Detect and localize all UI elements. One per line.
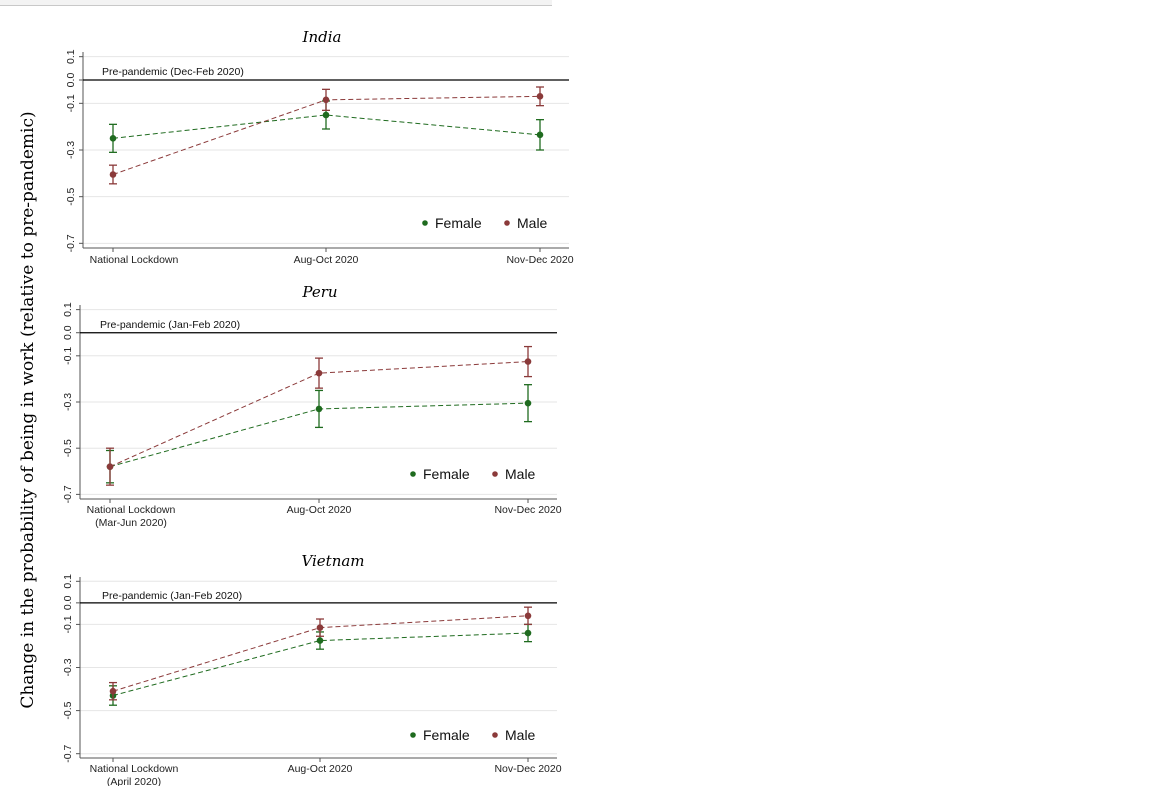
vietnam-y-tick-label: -0.7 — [62, 744, 74, 762]
vietnam-x-tick-label: Aug-Oct 2020 — [288, 763, 353, 775]
vietnam-y-tick-label: -0.3 — [62, 658, 74, 676]
peru-x-tick-label: Aug-Oct 2020 — [287, 504, 352, 516]
india-male-point — [322, 96, 330, 104]
vietnam-x-tick-label: National Lockdown — [90, 763, 179, 775]
peru-y-tick-label: -0.3 — [62, 393, 74, 411]
peru-y-tick-label: -0.7 — [62, 485, 74, 503]
vietnam-y-tick-label: -0.1 — [62, 615, 74, 633]
peru-y-tick-label: -0.1 — [62, 347, 74, 365]
india-pre-pandemic-label: Pre-pandemic (Dec-Feb 2020) — [102, 66, 244, 78]
vietnam-legend-female-label: Female — [423, 727, 470, 743]
india-y-tick-label: 0.1 — [65, 49, 77, 64]
peru-legend-male-marker — [492, 471, 498, 477]
peru-male-point — [524, 358, 532, 365]
peru-pre-pandemic-label: Pre-pandemic (Jan-Feb 2020) — [100, 319, 240, 331]
peru-y-tick-label: 0.0 — [62, 325, 74, 340]
peru-y-tick-label: -0.5 — [62, 439, 74, 457]
peru-x-tick-label: National Lockdown — [87, 504, 176, 516]
vietnam-y-tick-label: 0.1 — [62, 574, 74, 589]
india-y-tick-label: 0.0 — [65, 73, 77, 88]
peru-panel-title: Peru — [301, 283, 337, 301]
india-y-tick-label: -0.5 — [65, 187, 77, 205]
india-y-tick-label: -0.1 — [65, 94, 77, 112]
india-legend-male-marker — [504, 220, 510, 226]
vietnam-y-tick-label: -0.5 — [62, 701, 74, 719]
peru-legend-male-label: Male — [505, 466, 536, 482]
india-y-tick-label: -0.7 — [65, 234, 77, 252]
peru-female-point — [524, 399, 532, 407]
vietnam-pre-pandemic-label: Pre-pandemic (Jan-Feb 2020) — [102, 590, 242, 602]
india-x-tick-label: National Lockdown — [90, 254, 179, 266]
vietnam-legend-male-label: Male — [505, 727, 536, 743]
india-legend-male-label: Male — [517, 215, 548, 231]
vietnam-legend-male-marker — [492, 732, 498, 738]
india-female-point — [109, 135, 117, 142]
india-x-tick-label: Aug-Oct 2020 — [294, 254, 359, 266]
india-y-tick-label: -0.3 — [65, 141, 77, 159]
vietnam-male-point — [524, 612, 532, 620]
peru-x-tick-label: Nov-Dec 2020 — [494, 504, 561, 516]
vietnam-female-point — [316, 637, 324, 644]
peru-x-tick-label: (Mar-Jun 2020) — [95, 517, 167, 529]
india-legend-female-label: Female — [435, 215, 482, 231]
india-legend-female-marker — [422, 220, 428, 226]
india-female-point — [536, 131, 544, 139]
peru-male-point — [106, 463, 114, 470]
vietnam-panel-title: Vietnam — [301, 552, 364, 570]
vietnam-x-tick-label: (April 2020) — [107, 776, 161, 786]
top-window-edge — [0, 0, 552, 6]
peru-y-tick-label: 0.1 — [62, 302, 74, 317]
peru-female-point — [315, 405, 323, 413]
india-male-point — [536, 93, 544, 100]
vietnam-legend-female-marker — [410, 732, 416, 738]
india-male-point — [109, 171, 117, 178]
vietnam-female-point — [524, 629, 532, 637]
vietnam-male-point — [109, 687, 117, 695]
vietnam-y-tick-label: 0.0 — [62, 595, 74, 610]
vietnam-female-series-line — [112, 632, 529, 696]
vietnam-male-point — [316, 624, 324, 631]
india-panel-title: India — [302, 28, 342, 46]
peru-legend-female-marker — [410, 471, 416, 477]
peru-legend-female-label: Female — [423, 466, 470, 482]
india-female-point — [322, 111, 330, 119]
peru-male-point — [315, 369, 323, 377]
india-x-tick-label: Nov-Dec 2020 — [506, 254, 573, 266]
vietnam-x-tick-label: Nov-Dec 2020 — [494, 763, 561, 775]
